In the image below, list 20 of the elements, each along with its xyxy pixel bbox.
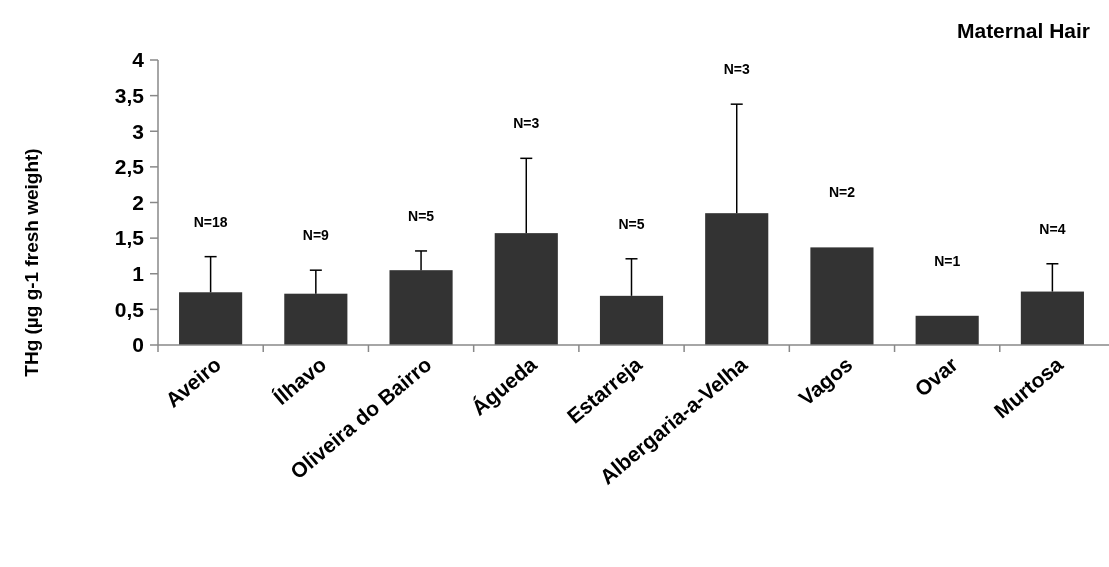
annotation: N=9 (302, 227, 330, 244)
annotation: N=5 (408, 207, 435, 224)
annotation: N=3 (513, 115, 540, 132)
y-tick-label: 1 (132, 262, 145, 286)
y-tick-label: 2,5 (114, 155, 145, 179)
chart-title: Maternal Hair (956, 19, 1090, 42)
y-tick-label: 1,5 (114, 226, 145, 250)
y-tick-label: 2 (132, 190, 144, 214)
y-tick-label: 3 (132, 119, 144, 143)
annotation: N=4 (1039, 220, 1066, 237)
y-tick-label: 0 (132, 333, 144, 357)
y-tick-label: 3,5 (114, 83, 145, 107)
annotation: N=3 (723, 61, 750, 78)
annotation: N=2 (828, 184, 856, 201)
y-axis-title: THg (µg g-1 fresh weight) (21, 148, 42, 377)
annotation: N=18 (193, 213, 228, 230)
annotation: N=5 (618, 215, 645, 232)
y-tick-label: 4 (132, 48, 145, 72)
y-tick-label: 0,5 (114, 297, 145, 321)
annotation: N=1 (934, 252, 961, 269)
